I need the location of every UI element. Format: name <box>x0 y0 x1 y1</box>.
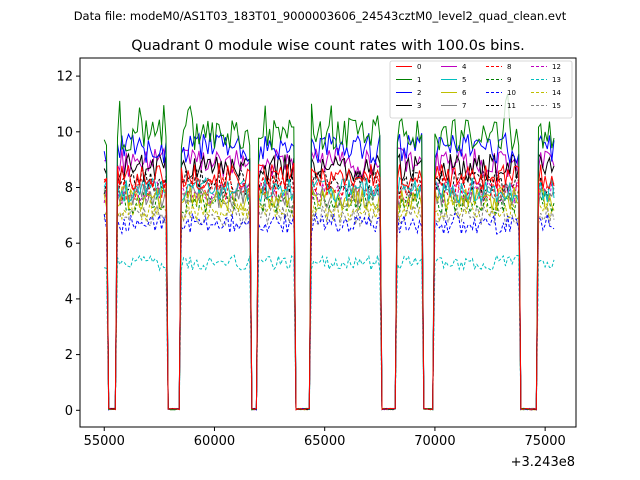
series-line-13 <box>104 253 555 411</box>
y-tick-label: 10 <box>56 125 73 140</box>
series-layer <box>103 93 555 411</box>
legend-label-15: 15 <box>552 102 561 110</box>
y-axis: 0 2 4 6 8 10 12 <box>56 70 80 419</box>
legend-label-11: 11 <box>507 102 516 110</box>
series-line-1 <box>103 93 555 411</box>
legend-label-13: 13 <box>552 76 561 84</box>
x-tick-label: 60000 <box>194 434 235 449</box>
figure-suptitle: Data file: modeM0/AS1T03_183T01_90000036… <box>74 9 567 23</box>
chart-title: Quadrant 0 module wise count rates with … <box>131 38 525 54</box>
legend-label-5: 5 <box>462 76 466 84</box>
x-axis: 55000 60000 65000 70000 75000 <box>84 427 566 449</box>
y-tick-label: 8 <box>65 181 73 196</box>
legend-label-2: 2 <box>417 89 421 97</box>
series-line-12 <box>103 180 555 411</box>
series-line-7 <box>103 182 555 411</box>
y-tick-label: 4 <box>65 292 73 307</box>
y-tick-label: 12 <box>56 70 73 85</box>
legend-label-0: 0 <box>417 63 421 71</box>
legend-label-3: 3 <box>417 102 421 110</box>
x-tick-label: 75000 <box>524 434 565 449</box>
legend-label-8: 8 <box>507 63 511 71</box>
legend-label-12: 12 <box>552 63 561 71</box>
legend-label-14: 14 <box>552 89 561 97</box>
legend-label-6: 6 <box>462 89 467 97</box>
y-tick-label: 6 <box>65 237 73 252</box>
series-line-10 <box>103 211 555 411</box>
legend-frame <box>389 60 573 119</box>
legend-label-7: 7 <box>462 102 466 110</box>
series-line-14 <box>103 196 555 411</box>
series-line-0 <box>103 162 555 411</box>
series-line-15 <box>103 202 555 411</box>
plot-area-frame <box>79 57 577 428</box>
legend-label-10: 10 <box>507 89 516 97</box>
x-tick-label: 65000 <box>304 434 345 449</box>
x-tick-label: 55000 <box>84 434 125 449</box>
x-axis-offset-label: +3.243e8 <box>511 455 575 470</box>
legend-label-9: 9 <box>507 76 511 84</box>
legend-label-1: 1 <box>417 76 421 84</box>
y-tick-label: 2 <box>65 348 73 363</box>
legend-label-4: 4 <box>462 63 467 71</box>
y-tick-label: 0 <box>65 404 73 419</box>
x-tick-label: 70000 <box>414 434 455 449</box>
series-line-9 <box>103 188 555 411</box>
